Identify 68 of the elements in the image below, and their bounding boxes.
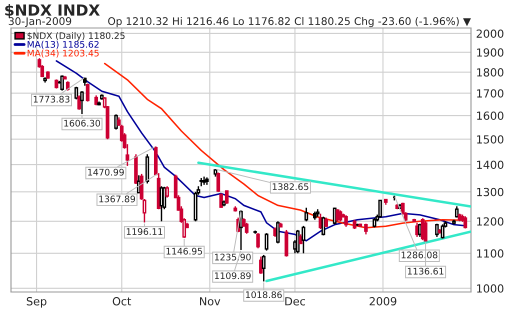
annotation: 1136.61 [408, 268, 444, 275]
candlestick [219, 192, 223, 208]
candlestick [216, 172, 220, 193]
y-tick-label: 1300 [477, 188, 504, 196]
candlestick [224, 190, 229, 205]
candlestick [336, 208, 340, 222]
legend-label: MA(34) 1203.45 [28, 50, 99, 58]
candlestick [74, 86, 78, 100]
candlestick [435, 223, 439, 238]
annotation: 1367.89 [99, 196, 136, 202]
candlestick [276, 220, 280, 244]
annotation: 1382.65 [272, 183, 308, 190]
candlestick [60, 74, 64, 92]
candlestick [80, 90, 84, 115]
candlestick [324, 216, 328, 228]
annotation: 1606.30 [64, 120, 100, 127]
text: Op 1210.32 Hi 1216.46 Lo 1176.82 Cl 1180.25 Chg -23.60 (-1.96%) ▼ [108, 17, 471, 28]
y-tick-label: 1800 [477, 68, 504, 77]
x-tick-label: Sep [26, 297, 46, 308]
candlestick [372, 218, 376, 228]
candlestick [304, 207, 308, 222]
candlestick [244, 222, 249, 234]
candlestick [114, 114, 118, 130]
annotation: 1470.99 [88, 168, 124, 176]
candlestick [338, 210, 342, 222]
candlestick [364, 223, 368, 236]
annotation: 1286.08 [402, 252, 438, 258]
y-tick-label: 1500 [477, 135, 504, 144]
x-tick-label: Dec [285, 297, 306, 306]
candlestick [94, 94, 98, 106]
annotation: 1196.11 [126, 228, 162, 236]
y-tick-label: 1600 [477, 111, 504, 120]
y-tick-label: 1900 [477, 48, 504, 57]
candlestick [54, 78, 58, 90]
chart-title: $NDX INDX [5, 4, 100, 18]
y-tick-label: 2000 [476, 29, 504, 38]
candlestick [463, 216, 468, 230]
candlestick [86, 82, 90, 102]
candlestick [262, 254, 266, 282]
x-tick-label: Nov [200, 297, 220, 306]
x-tick-label: 2009 [370, 297, 396, 306]
candlestick [256, 232, 260, 249]
candlestick [424, 220, 428, 242]
candlestick [378, 200, 382, 218]
y-tick-label: 1400 [477, 160, 504, 169]
annotation: 1146.95 [166, 248, 202, 255]
candlestick [77, 94, 81, 111]
y-tick-label: 1700 [477, 89, 504, 98]
candlestick [284, 229, 288, 258]
chart-subtitle: 30-Jan-2009 [8, 17, 72, 27]
annotation: 1109.89 [214, 272, 251, 280]
legend-label: $NDX (Daily) 1180.25 [28, 32, 125, 41]
candlestick [352, 219, 356, 230]
candlestick [344, 214, 348, 228]
candlestick [440, 224, 444, 240]
candlestick [296, 229, 300, 254]
candlestick [302, 225, 306, 254]
x-tick-label: Oct [112, 297, 132, 306]
y-tick-label: 1000 [477, 284, 504, 293]
legend-label: MA(13) 1185.62 [28, 40, 99, 49]
annotation: 1018.86 [246, 291, 282, 298]
y-tick-label: 1200 [477, 217, 504, 226]
candlestick [322, 216, 326, 236]
y-tick-label: 1100 [477, 249, 504, 258]
annotation: 1235.90 [214, 254, 251, 260]
candlestick [264, 232, 268, 252]
candlestick [259, 256, 263, 275]
annotation: 1773.83 [34, 96, 70, 103]
